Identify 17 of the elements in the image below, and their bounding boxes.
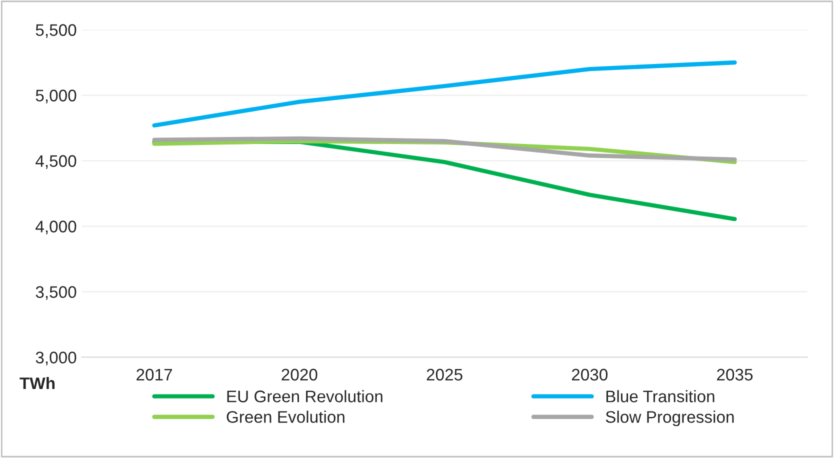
legend-label: Green Evolution [226,410,344,423]
x-tick-label: 2035 [717,368,753,381]
y-tick-label: 4,000 [36,220,76,234]
y-tick-label: 3,500 [36,286,76,300]
line-series [152,60,737,128]
legend-label: EU Green Revolution [227,390,382,402]
legend-label: Blue Transition [606,390,714,402]
x-tick-label: 2020 [282,368,318,381]
y-tick-label: 5,500 [36,24,76,38]
x-tick-label: 2030 [572,368,608,381]
y-tick-label: 3,000 [36,352,76,366]
y-axis-title: TWh [20,376,55,390]
legend-label: Slow Progression [606,410,734,426]
y-tick-label: 5,000 [36,90,76,104]
y-tick-label: 4,500 [36,155,76,169]
x-tick-label: 2025 [426,368,462,381]
x-tick-label: 2017 [136,368,172,381]
